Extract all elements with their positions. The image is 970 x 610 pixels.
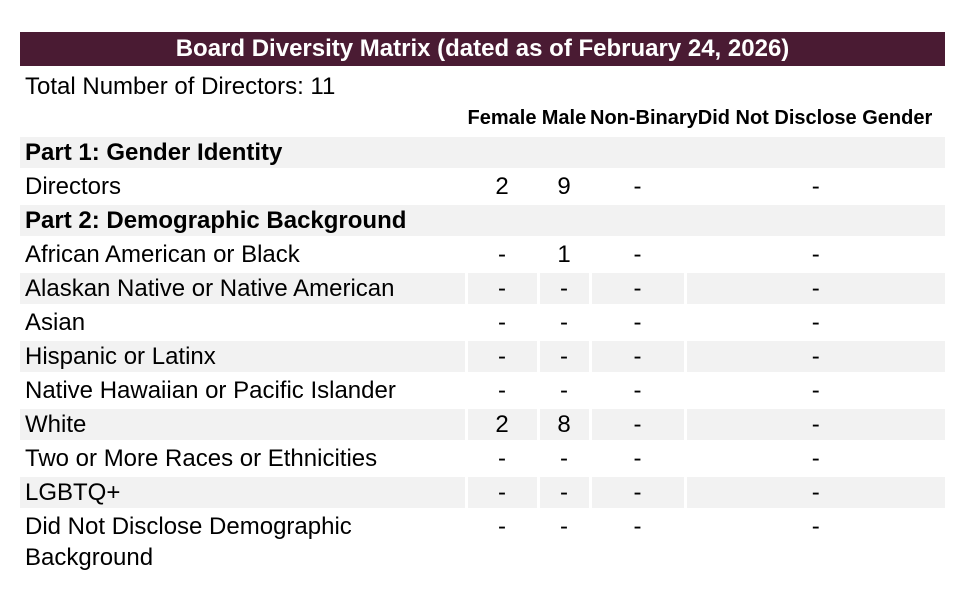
- section-label: Part 1: Gender Identity: [20, 134, 945, 170]
- cell-value: -: [536, 440, 590, 476]
- cell-value: -: [683, 440, 945, 476]
- cell-value: -: [588, 372, 685, 408]
- cell-value: -: [683, 304, 945, 340]
- total-directors-line: Total Number of Directors: 11: [20, 66, 945, 101]
- cell-value: -: [683, 270, 945, 306]
- table-row: African American or Black -1- -: [20, 236, 945, 272]
- cell-value: -: [588, 338, 685, 374]
- cell-value: 1: [536, 236, 590, 272]
- section-row: Part 2: Demographic Background: [20, 202, 945, 238]
- column-header-did-not-disclose-gender: Did Not Disclose Gender: [697, 107, 933, 129]
- cell-value: -: [588, 474, 685, 510]
- document-body: Board Diversity Matrix (dated as of Febr…: [20, 32, 945, 573]
- table-row: Directors 2 9- -: [20, 168, 945, 204]
- row-label: Hispanic or Latinx: [20, 338, 466, 374]
- cell-value: -: [464, 236, 538, 272]
- cell-value: -: [464, 372, 538, 408]
- cell-value: -: [588, 508, 685, 573]
- cell-value: -: [588, 270, 685, 306]
- cell-value: -: [588, 304, 685, 340]
- total-directors-text: Total Number of Directors: 11: [25, 73, 336, 100]
- table-row: Two or More Races or Ethnicities - - - -: [20, 440, 945, 476]
- row-label: LGBTQ+: [20, 474, 466, 510]
- cell-value: -: [683, 474, 945, 510]
- cell-value: -: [464, 440, 538, 476]
- cell-value: -: [464, 270, 538, 306]
- corner-empty-cell: [20, 101, 466, 136]
- cell-value: -: [464, 304, 538, 340]
- row-label: Two or More Races or Ethnicities: [20, 440, 466, 476]
- row-label: Directors: [20, 168, 466, 204]
- cell-value: -: [536, 270, 590, 306]
- cell-value: -: [588, 406, 685, 442]
- column-header-non-binary: Non-Binary: [590, 107, 698, 129]
- cell-value: -: [464, 338, 538, 374]
- cell-value: 2: [464, 168, 538, 204]
- row-label: Asian: [20, 304, 466, 340]
- cell-value: -: [683, 236, 945, 272]
- table-row: Hispanic or Latinx - - - -: [20, 338, 945, 374]
- row-label: Alaskan Native or Native American: [20, 270, 466, 306]
- cell-value: -: [588, 236, 685, 272]
- cell-value: -: [536, 474, 590, 510]
- table-row: Did Not Disclose Demographic Background -…: [20, 508, 945, 573]
- cell-value: -: [464, 474, 538, 510]
- cell-value: -: [536, 372, 590, 408]
- title-bar: Board Diversity Matrix (dated as of Febr…: [20, 32, 945, 66]
- cell-value: -: [536, 338, 590, 374]
- cell-value: -: [683, 168, 945, 204]
- row-label: White: [20, 406, 466, 442]
- table-row: LGBTQ+ - - - -: [20, 474, 945, 510]
- document-title: Board Diversity Matrix (dated as of Febr…: [175, 35, 790, 62]
- cell-value: -: [536, 304, 590, 340]
- section-row: Part 1: Gender Identity: [20, 134, 945, 170]
- cell-value: -: [536, 508, 590, 573]
- cell-value: -: [683, 406, 945, 442]
- cell-value: 8: [536, 406, 590, 442]
- cell-value: 2: [464, 406, 538, 442]
- cell-value: -: [683, 372, 945, 408]
- diversity-matrix-table: Female Male Non-Binary Did Not Disclose …: [20, 101, 945, 573]
- row-label: Native Hawaiian or Pacific Islander: [20, 372, 466, 408]
- cell-value: -: [588, 168, 685, 204]
- table-row: White 2 8- -: [20, 406, 945, 442]
- cell-value: -: [683, 508, 945, 573]
- column-header-male: Male: [541, 107, 587, 129]
- column-header-row: Female Male Non-Binary Did Not Disclose …: [20, 101, 945, 136]
- cell-value: -: [588, 440, 685, 476]
- section-label: Part 2: Demographic Background: [20, 202, 945, 238]
- column-header-female: Female: [467, 107, 537, 129]
- row-label: African American or Black: [20, 236, 466, 272]
- cell-value: -: [464, 508, 538, 573]
- table-row: Alaskan Native or Native American - - - -: [20, 270, 945, 306]
- table-row: Native Hawaiian or Pacific Islander - - - -: [20, 372, 945, 408]
- cell-value: 9: [536, 168, 590, 204]
- table-row: Asian - - - -: [20, 304, 945, 340]
- row-label: Did Not Disclose Demographic Background: [20, 508, 466, 573]
- cell-value: -: [683, 338, 945, 374]
